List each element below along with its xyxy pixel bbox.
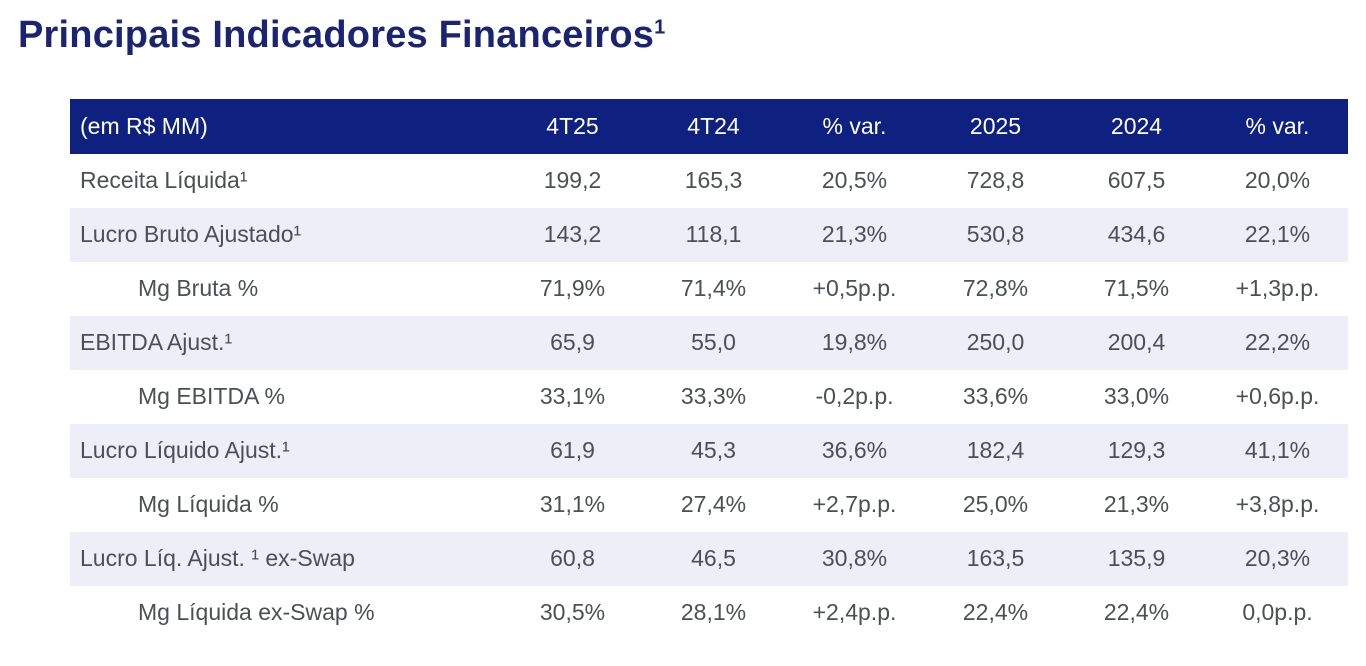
row-value: 41,1%: [1244, 437, 1311, 463]
row-value: 30,8%: [821, 545, 888, 571]
row-value: 135,9: [1107, 545, 1166, 571]
row-value: 129,3: [1107, 437, 1166, 463]
page-title-text: Principais Indicadores Financeiros: [18, 14, 655, 56]
column-header-4t25: 4T25: [502, 98, 643, 154]
row-value: 250,0: [966, 329, 1025, 355]
row-value: 22,4%: [1103, 599, 1170, 625]
row-value: 22,4%: [962, 599, 1029, 625]
table-header-row: (em R$ MM) 4T25 4T24 % var. 2025 2024 % …: [70, 98, 1348, 154]
row-value: 31,1%: [539, 491, 606, 517]
row-label: Mg Bruta %: [138, 275, 259, 301]
table-header: (em R$ MM) 4T25 4T24 % var. 2025 2024 % …: [70, 98, 1348, 154]
table-row: Mg EBITDA % 33,1% 33,3% -0,2p.p. 33,6% 33,0% +…: [70, 370, 1348, 424]
table-row: Lucro Líq. Ajust. ¹ ex-Swap 60,8 46,5 30,8%…: [70, 531, 1348, 586]
row-value: 607,5: [1107, 167, 1166, 193]
row-value: 33,0%: [1103, 383, 1170, 409]
row-value: 25,0%: [962, 491, 1029, 517]
row-label: Lucro Líq. Ajust. ¹ ex-Swap: [80, 545, 355, 571]
row-value: 199,2: [543, 167, 602, 193]
row-value: -0,2p.p.: [815, 383, 894, 409]
row-value: 33,3%: [680, 383, 747, 409]
financial-indicators-table: (em R$ MM) 4T25 4T24 % var. 2025 2024 % …: [70, 98, 1348, 640]
row-value: 60,8: [550, 545, 595, 571]
table-body: Receita Líquida¹ 199,2 165,3 20,5% 728,8 607,…: [70, 154, 1348, 640]
row-value: 20,5%: [821, 167, 888, 193]
row-value: +2,7p.p.: [812, 491, 897, 517]
row-value: 45,3: [691, 437, 736, 463]
row-label: Mg Líquida ex-Swap %: [138, 599, 375, 625]
table-row: EBITDA Ajust.¹ 65,9 55,0 19,8% 250,0 200,4 22,…: [70, 315, 1348, 370]
table-row: Mg Bruta % 71,9% 71,4% +0,5p.p. 72,8% 71,5% +1…: [70, 262, 1348, 316]
column-header-4t24: 4T24: [643, 98, 784, 154]
row-label: Lucro Líquido Ajust.¹: [80, 437, 290, 463]
row-label: Mg Líquida %: [138, 491, 279, 517]
column-header-2025: 2025: [925, 98, 1066, 154]
column-header-var-quarter: % var.: [784, 98, 925, 154]
row-value: +3,8p.p.: [1235, 491, 1320, 517]
row-value: 55,0: [691, 329, 736, 355]
row-value: 200,4: [1107, 329, 1166, 355]
row-value: 33,1%: [539, 383, 606, 409]
row-value: 71,9%: [539, 275, 606, 301]
row-value: 71,4%: [680, 275, 747, 301]
row-value: 71,5%: [1103, 275, 1170, 301]
row-value: 728,8: [966, 167, 1025, 193]
row-value: 434,6: [1107, 221, 1166, 247]
row-value: 46,5: [691, 545, 736, 571]
row-label: Lucro Bruto Ajustado¹: [80, 221, 302, 247]
row-value: 72,8%: [962, 275, 1029, 301]
table-row: Lucro Líquido Ajust.¹ 61,9 45,3 36,6% 182,4 1…: [70, 423, 1348, 478]
page-title-footnote-marker: 1: [654, 16, 666, 39]
column-header-var-year: % var.: [1207, 98, 1348, 154]
row-value: 65,9: [550, 329, 595, 355]
table-row: Mg Líquida % 31,1% 27,4% +2,7p.p. 25,0% 21,3%…: [70, 478, 1348, 532]
row-label: EBITDA Ajust.¹: [80, 329, 233, 355]
row-value: 21,3%: [1103, 491, 1170, 517]
row-value: +0,5p.p.: [812, 275, 897, 301]
row-label: Receita Líquida¹: [80, 167, 248, 193]
row-value: 20,0%: [1244, 167, 1311, 193]
row-value: 36,6%: [821, 437, 888, 463]
row-value: 118,1: [685, 221, 742, 247]
row-value: 28,1%: [680, 599, 747, 625]
row-value: 0,0p.p.: [1242, 599, 1313, 625]
page-title: Principais Indicadores Financeiros1: [18, 12, 1366, 60]
row-value: 30,5%: [539, 599, 606, 625]
row-value: 21,3%: [821, 221, 888, 247]
row-value: 19,8%: [821, 329, 888, 355]
table-row: Lucro Bruto Ajustado¹ 143,2 118,1 21,3% 530,…: [70, 207, 1348, 262]
row-value: 33,6%: [962, 383, 1029, 409]
row-value: +0,6p.p.: [1235, 383, 1320, 409]
column-header-2024: 2024: [1066, 98, 1207, 154]
row-label: Mg EBITDA %: [138, 383, 285, 409]
row-value: 163,5: [966, 545, 1025, 571]
row-value: 22,2%: [1244, 329, 1311, 355]
row-value: 143,2: [543, 221, 602, 247]
table-row: Receita Líquida¹ 199,2 165,3 20,5% 728,8 607,…: [70, 154, 1348, 208]
row-value: 61,9: [550, 437, 595, 463]
row-value: 182,4: [966, 437, 1025, 463]
row-value: +2,4p.p.: [812, 599, 897, 625]
table-row: Mg Líquida ex-Swap % 30,5% 28,1% +2,4p.p. 22…: [70, 586, 1348, 640]
row-value: 20,3%: [1244, 545, 1311, 571]
column-header-unit: (em R$ MM): [70, 98, 502, 154]
row-value: 22,1%: [1244, 221, 1311, 247]
row-value: +1,3p.p.: [1235, 275, 1320, 301]
row-value: 530,8: [966, 221, 1025, 247]
row-value: 27,4%: [680, 491, 747, 517]
row-value: 165,3: [684, 167, 743, 193]
